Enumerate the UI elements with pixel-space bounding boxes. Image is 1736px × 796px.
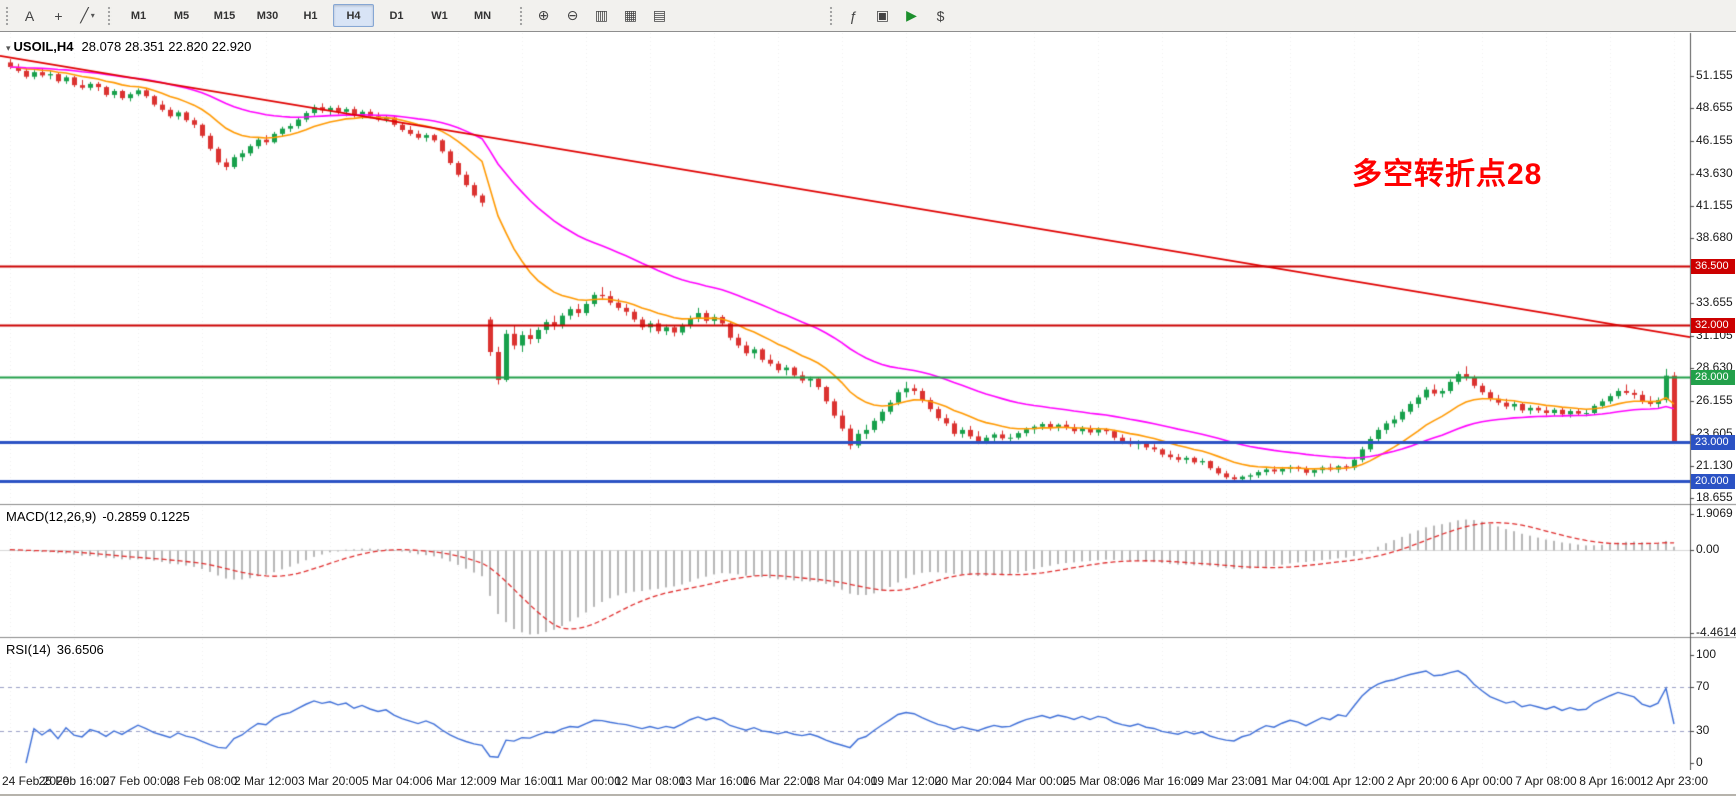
chart-annotation-text: 多空转折点28 [1352,158,1543,191]
time-axis-label: 1 Apr 12:00 [1323,774,1385,788]
macd-label: MACD(12,26,9) -0.2859 0.1225 [6,509,190,524]
time-axis[interactable]: 24 Feb 2020 25 Feb 16:00 27 Feb 00:00 28 Fe… [0,770,1736,796]
templates-button[interactable]: ▣ [875,7,890,23]
price-axis-label: 33.655 [1696,295,1733,310]
toolbar: A + ╱ ▾ M1 M5 M15 M30 H1 H4 D1 W1 MN ⊕ ⊖ ▥ ▦ ▤ ƒ ▣ ▶ $ [0,0,1736,32]
macd-axis-label: 1.9069 [1696,506,1733,520]
time-axis-label: 9 Mar 16:00 [489,774,555,788]
timeframe-button-m1[interactable]: M1 [130,9,147,22]
price-level-tag[interactable]: 36.500 [1691,259,1735,275]
crosshair-tool-button[interactable]: + [54,7,63,24]
time-axis-label: 12 Mar 08:00 [614,774,686,788]
toolbar-grip-handle [829,5,834,26]
time-axis-label: 20 Mar 20:00 [934,774,1006,788]
time-axis-label: 24 Mar 00:00 [998,774,1070,788]
chart-menu-icon: ▾ [6,43,11,53]
toolbar-grip-handle [519,5,524,26]
time-axis-label: 27 Feb 00:00 [102,774,174,788]
new-chart-button[interactable]: ▥ [594,7,609,23]
macd-axis-label: -4.4614 [1696,625,1736,640]
chart-symbol: USOIL,H4 [13,39,74,54]
timeframe-button-mn[interactable]: MN [473,9,492,22]
macd-name: MACD(12,26,9) [6,509,97,524]
zoom-in-button[interactable]: ⊕ [537,7,550,23]
time-axis-label: 2 Mar 12:00 [233,774,299,788]
time-axis-label: 13 Mar 16:00 [678,774,750,788]
price-axis-label: 18.655 [1696,490,1733,504]
time-axis-label: 5 Mar 04:00 [361,774,427,788]
time-axis-label: 18 Mar 04:00 [806,774,878,788]
timeframe-button-h1[interactable]: H1 [303,9,318,22]
price-level-tag[interactable]: 28.000 [1691,369,1735,385]
timeframe-button-w1[interactable]: W1 [431,9,448,22]
rsi-value: 36.6506 [56,642,104,657]
time-axis-label: 24 Feb 2020 [2,774,70,788]
price-axis-label: 51.155 [1696,68,1733,82]
price-axis-label: 43.630 [1696,165,1733,180]
draw-tools-dropdown[interactable]: ╱ ▾ [80,7,95,23]
toolbar-group: ƒ ▣ ▶ $ [824,3,955,29]
time-axis-label: 8 Apr 16:00 [1579,774,1641,788]
time-axis-label: 25 Mar 08:00 [1062,774,1134,788]
time-axis-label: 7 Apr 08:00 [1515,774,1577,788]
time-axis-label: 16 Mar 22:00 [742,774,814,788]
chart-ohlc-values: 28.078 28.351 22.820 22.920 [81,39,252,54]
price-axis-label: 46.155 [1696,132,1733,147]
rsi-axis-label: 70 [1696,679,1710,694]
price-level-tag[interactable]: 20.000 [1691,473,1735,489]
timeframe-button-m15[interactable]: M15 [213,9,236,22]
time-axis-label: 12 Apr 23:00 [1639,774,1709,788]
cursor-tool-button[interactable]: A [24,7,35,24]
rsi-name: RSI(14) [6,642,51,657]
time-axis-label: 28 Feb 08:00 [166,774,238,788]
chevron-down-icon: ▾ [90,11,95,20]
time-axis-label: 25 Feb 16:00 [38,774,110,788]
time-axis-label: 3 Mar 20:00 [297,774,363,788]
new-order-button[interactable]: $ [936,7,945,24]
price-axis-label: 21.130 [1696,457,1733,472]
price-level-tag[interactable]: 32.000 [1691,317,1735,333]
rsi-axis-label: 0 [1696,755,1703,769]
toolbar-group: A + ╱ ▾ [0,3,102,29]
cascade-windows-button[interactable]: ▤ [652,7,667,23]
price-axis-label: 26.155 [1696,392,1733,407]
time-axis-label: 31 Mar 04:00 [1254,774,1326,788]
timeframe-button-d1[interactable]: D1 [389,9,404,22]
auto-trading-button[interactable]: ▶ [906,7,917,23]
macd-values: -0.2859 0.1225 [102,509,190,524]
price-level-tag[interactable]: 23.000 [1691,434,1735,450]
time-axis-label: 29 Mar 23:00 [1190,774,1262,788]
toolbar-group: M1 M5 M15 M30 H1 H4 D1 W1 MN [102,4,504,27]
zoom-out-button[interactable]: ⊖ [566,7,579,23]
toolbar-grip-handle [107,5,112,26]
price-axis-label: 38.680 [1696,229,1733,244]
toolbar-group: ⊕ ⊖ ▥ ▦ ▤ [514,3,674,29]
time-axis-label: 6 Apr 00:00 [1451,774,1513,788]
time-axis-label: 6 Mar 12:00 [425,774,491,788]
time-axis-label: 2 Apr 20:00 [1387,774,1449,788]
time-axis-label: 26 Mar 16:00 [1126,774,1198,788]
price-axis-label: 48.655 [1696,100,1733,115]
macd-axis-label: 0.00 [1696,541,1720,556]
time-axis-label: 19 Mar 12:00 [870,774,942,788]
rsi-label: RSI(14) 36.6506 [6,642,104,657]
rsi-axis-label: 100 [1696,647,1717,661]
time-axis-label: 11 Mar 00:00 [551,774,621,788]
chart-title: ▾ USOIL,H4 28.078 28.351 22.820 22.920 [6,39,251,54]
indicators-button[interactable]: ƒ [849,7,858,24]
price-axis-label: 41.155 [1696,197,1733,212]
tile-windows-button[interactable]: ▦ [623,7,638,23]
price-axis[interactable]: 51.155 48.655 46.155 43.630 41.155 38.680 33.6… [1690,33,1736,770]
rsi-axis-label: 30 [1696,722,1710,737]
toolbar-grip-handle [5,5,10,26]
timeframe-button-h4[interactable]: H4 [333,4,374,27]
timeframe-button-m30[interactable]: M30 [256,9,279,22]
timeframe-button-m5[interactable]: M5 [173,9,190,22]
